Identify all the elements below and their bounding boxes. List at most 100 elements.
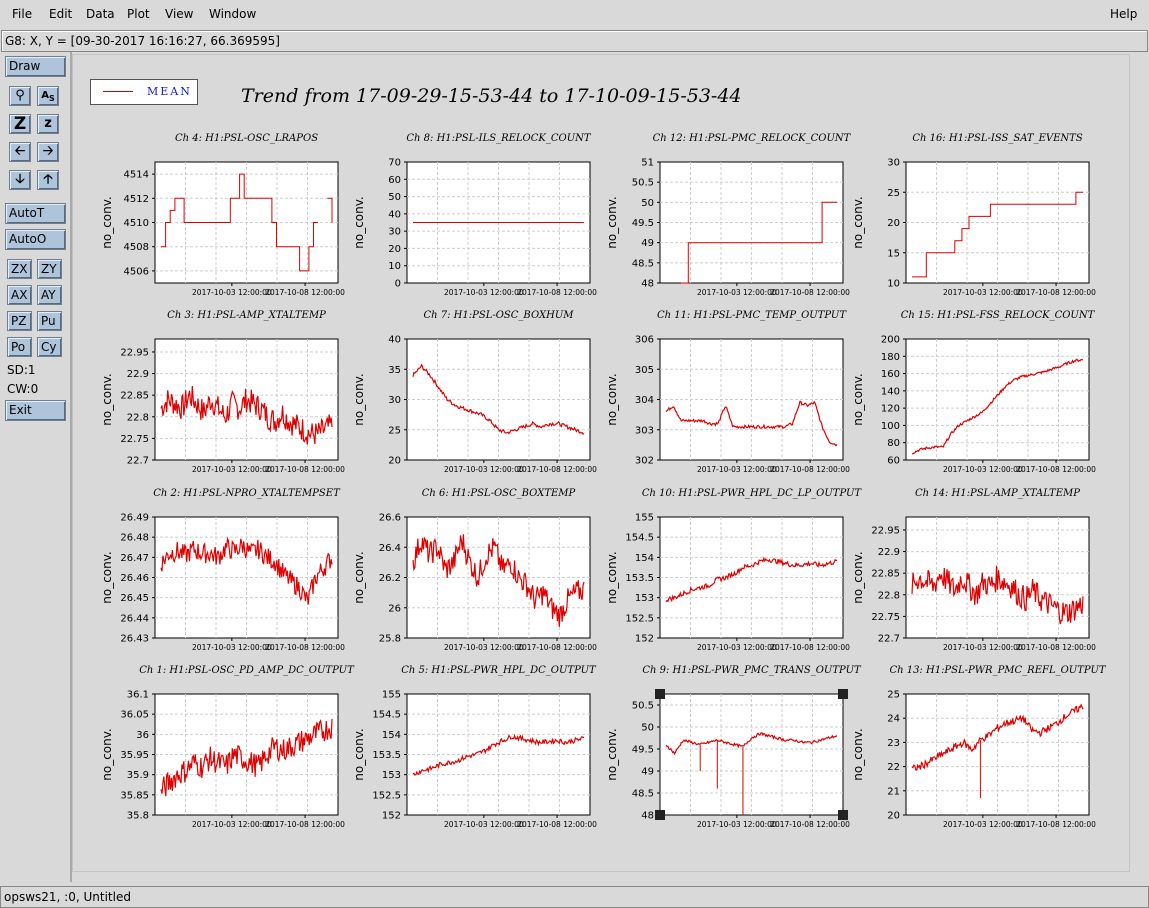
zoom-small-icon[interactable]: z xyxy=(37,114,59,134)
y-tick-label: 4512 xyxy=(124,194,149,205)
chart-5: Ch 3: H1:PSL-AMP_XTALTEMP 22.95 22.9 22.85 2… xyxy=(100,310,345,474)
zx-button[interactable]: ZX xyxy=(7,259,32,279)
x-tick-label: 2017-10-08 12:00:00 xyxy=(265,465,345,474)
menu-edit[interactable]: Edit xyxy=(49,7,73,21)
y-axis-label: no_conv. xyxy=(100,551,114,603)
po-button[interactable]: Po xyxy=(7,337,32,357)
series-line xyxy=(665,400,838,447)
menu-bar: File Edit Data Plot View Window Help xyxy=(0,0,1149,28)
y-tick-label: 49.5 xyxy=(632,745,654,756)
y-axis-label: no_conv. xyxy=(352,196,366,248)
y-tick-label: 152 xyxy=(635,634,654,645)
plot-canvas[interactable]: MEAN Trend from 17-09-29-15-53-44 to 17-… xyxy=(72,54,1130,872)
chart-title: Ch 6: H1:PSL-OSC_BOXTEMP xyxy=(422,488,576,499)
x-tick-label: 2017-10-03 12:00:00 xyxy=(192,643,272,652)
y-tick-label: 153 xyxy=(635,593,654,604)
menu-window[interactable]: Window xyxy=(209,7,257,21)
x-tick-label: 2017-10-03 12:00:00 xyxy=(444,643,524,652)
y-tick-label: 26.4 xyxy=(379,543,401,554)
y-tick-label: 48.5 xyxy=(632,789,654,800)
exit-button[interactable]: Exit xyxy=(5,400,66,421)
x-tick-label: 2017-10-08 12:00:00 xyxy=(265,820,345,829)
chart-title: Ch 8: H1:PSL-ILS_RELOCK_COUNT xyxy=(406,133,591,144)
y-tick-label: 10 xyxy=(388,261,401,272)
y-tick-label: 50.5 xyxy=(632,701,654,712)
pz-button[interactable]: PZ xyxy=(7,311,32,331)
y-tick-label: 26.48 xyxy=(120,533,149,544)
y-tick-label: 154.5 xyxy=(372,710,401,721)
x-tick-label: 2017-10-03 12:00:00 xyxy=(943,465,1023,474)
chart-title: Ch 16: H1:PSL-ISS_SAT_EVENTS xyxy=(912,133,1083,144)
y-axis-label: no_conv. xyxy=(352,373,366,425)
y-axis-label: no_conv. xyxy=(605,551,619,603)
series-line xyxy=(412,534,585,627)
chart-14: Ch 5: H1:PSL-PWR_HPL_DC_OUTPUT 155 154.5 15… xyxy=(352,665,597,829)
arrow-down-icon[interactable]: 🡣 xyxy=(9,170,31,190)
y-tick-label: 26.43 xyxy=(120,634,149,645)
coordinate-readout: G8: X, Y = [09-30-2017 16:16:27, 66.3695… xyxy=(5,34,280,48)
chart-4: Ch 16: H1:PSL-ISS_SAT_EVENTS 30 25 20 15 10 20… xyxy=(851,133,1096,297)
y-tick-label: 50.5 xyxy=(632,178,654,189)
y-tick-label: 49 xyxy=(641,767,654,778)
pu-button[interactable]: Pu xyxy=(37,311,62,331)
y-tick-label: 22.95 xyxy=(120,347,149,358)
x-tick-label: 2017-10-03 12:00:00 xyxy=(697,465,777,474)
zoom-large-icon[interactable]: Z xyxy=(9,114,31,134)
series-line xyxy=(161,173,333,272)
y-axis-label: no_conv. xyxy=(605,196,619,248)
y-tick-label: 49 xyxy=(641,238,654,249)
arrow-right-icon[interactable]: 🡢 xyxy=(37,142,59,162)
y-tick-label: 160 xyxy=(881,369,900,380)
arrow-left-icon[interactable]: 🡠 xyxy=(9,142,31,162)
chart-title: Ch 2: H1:PSL-NPRO_XTALTEMPSET xyxy=(153,488,341,499)
menu-view[interactable]: View xyxy=(165,7,194,21)
y-tick-label: 35.9 xyxy=(127,770,149,781)
y-tick-label: 25 xyxy=(887,188,900,199)
autot-button[interactable]: AutoT xyxy=(5,203,66,224)
cy-button[interactable]: Cy xyxy=(37,337,62,357)
y-tick-label: 35.85 xyxy=(120,790,149,801)
y-axis-label: no_conv. xyxy=(352,551,366,603)
plots-grid[interactable]: Ch 4: H1:PSL-OSC_LRAPOS 4514 4512 4510 4508 4… xyxy=(73,55,1129,871)
y-tick-label: 30 xyxy=(887,158,900,169)
series-line xyxy=(911,358,1084,455)
y-tick-label: 22.75 xyxy=(871,612,900,623)
chart-title: Ch 10: H1:PSL-PWR_HPL_DC_LP_OUTPUT xyxy=(642,488,863,499)
ay-button[interactable]: AY xyxy=(37,285,62,305)
y-axis-label: no_conv. xyxy=(851,551,865,603)
y-tick-label: 22.7 xyxy=(878,634,900,645)
ax-button[interactable]: AX xyxy=(7,285,32,305)
chart-title: Ch 11: H1:PSL-PMC_TEMP_OUTPUT xyxy=(657,310,847,321)
menu-file[interactable]: File xyxy=(12,7,33,21)
x-tick-label: 2017-10-08 12:00:00 xyxy=(1016,288,1096,297)
chart-12: Ch 14: H1:PSL-AMP_XTALTEMP 22.95 22.9 22.85… xyxy=(851,488,1096,652)
y-tick-label: 154 xyxy=(382,730,401,741)
y-tick-label: 48.5 xyxy=(632,258,654,269)
y-axis-label: no_conv. xyxy=(851,373,865,425)
x-tick-label: 2017-10-08 12:00:00 xyxy=(517,820,597,829)
y-tick-label: 153 xyxy=(382,770,401,781)
text-size-icon[interactable]: AS xyxy=(37,86,59,106)
zy-button[interactable]: ZY xyxy=(37,259,62,279)
draw-button[interactable]: Draw xyxy=(5,56,66,77)
magnify-icon[interactable]: ⚲ xyxy=(9,86,31,106)
series-line xyxy=(665,732,838,756)
y-tick-label: 20 xyxy=(388,456,401,467)
autoo-button[interactable]: AutoO xyxy=(5,229,66,250)
chart-title: Ch 7: H1:PSL-OSC_BOXHUM xyxy=(424,310,575,321)
menu-data[interactable]: Data xyxy=(86,7,115,21)
menu-plot[interactable]: Plot xyxy=(127,7,150,21)
series-line xyxy=(160,718,333,797)
chart-13: Ch 1: H1:PSL-OSC_PD_AMP_DC_OUTPUT 36.1 36.… xyxy=(100,665,355,829)
arrow-up-icon[interactable]: 🡡 xyxy=(37,170,59,190)
y-tick-label: 152.5 xyxy=(625,613,654,624)
y-tick-label: 306 xyxy=(635,335,654,346)
menu-help[interactable]: Help xyxy=(1110,7,1138,21)
legend: MEAN xyxy=(90,79,198,105)
x-tick-label: 2017-10-08 12:00:00 xyxy=(265,288,345,297)
x-tick-label: 2017-10-03 12:00:00 xyxy=(697,820,777,829)
y-tick-label: 22 xyxy=(887,762,900,773)
y-tick-label: 26 xyxy=(388,603,401,614)
y-tick-label: 180 xyxy=(881,352,900,363)
toolbar: Draw ⚲ AS Z z 🡠 🡢 🡣 🡡 AutoT AutoO ZX ZY … xyxy=(0,52,72,882)
